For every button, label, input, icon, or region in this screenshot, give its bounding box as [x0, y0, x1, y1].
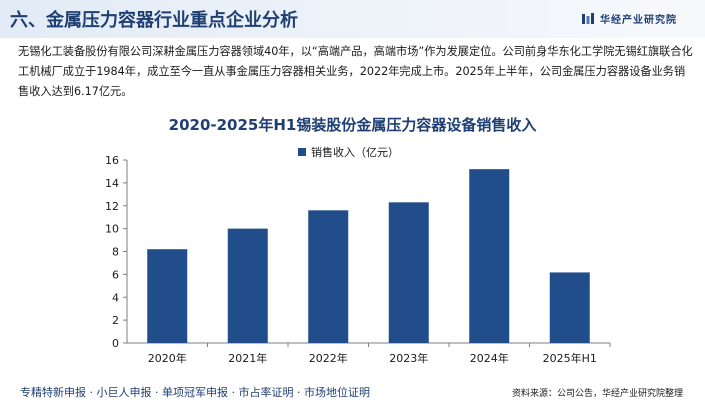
x-tick-label: 2021年 [228, 351, 267, 365]
x-tick-label: 2024年 [470, 351, 509, 365]
y-tick-label: 2 [112, 314, 119, 327]
y-tick-label: 6 [112, 268, 119, 281]
legend-label: 销售收入（亿元） [311, 146, 399, 159]
bar-2023年 [388, 202, 429, 343]
bar-2024年 [469, 169, 510, 343]
footer-source: 资料来源：公司公告，华经产业研究院整理 [511, 389, 683, 399]
y-tick-label: 4 [112, 291, 119, 304]
x-tick-label: 2023年 [389, 351, 428, 365]
y-tick-label: 10 [105, 223, 119, 236]
y-tick-label: 0 [112, 337, 119, 350]
footer-services: 专精特新申报 · 小巨人申报 · 单项冠军申报 · 市占率证明 · 市场地位证明 [20, 386, 370, 399]
brand: 华经产业研究院 [582, 11, 677, 26]
x-tick-label: 2020年 [148, 351, 187, 365]
bar-2025年H1 [549, 272, 590, 343]
bar-2022年 [308, 210, 349, 343]
x-tick-label: 2025年H1 [543, 351, 597, 365]
y-tick-label: 8 [112, 246, 119, 259]
legend-swatch [298, 148, 306, 156]
page-title: 六、金属压力容器行业重点企业分析 [10, 10, 298, 31]
brand-logo-icon [582, 12, 594, 24]
chart-title: 2020-2025年H1锡装股份金属压力容器设备销售收入 [168, 116, 537, 134]
bar-2020年 [147, 249, 188, 343]
y-tick-label: 12 [105, 200, 119, 213]
chart-legend: 销售收入（亿元） [298, 144, 399, 160]
y-tick-label: 14 [105, 177, 119, 190]
y-tick-label: 16 [105, 154, 119, 167]
bar-2021年 [227, 228, 268, 343]
brand-name: 华经产业研究院 [600, 15, 677, 26]
header-bar: 六、金属压力容器行业重点企业分析 华经产业研究院 [0, 0, 705, 38]
x-tick-label: 2022年 [309, 351, 348, 365]
intro-paragraph: 无锡化工装备股份有限公司深耕金属压力容器领域40年，以“高端产品，高端市场”作为… [18, 45, 693, 98]
